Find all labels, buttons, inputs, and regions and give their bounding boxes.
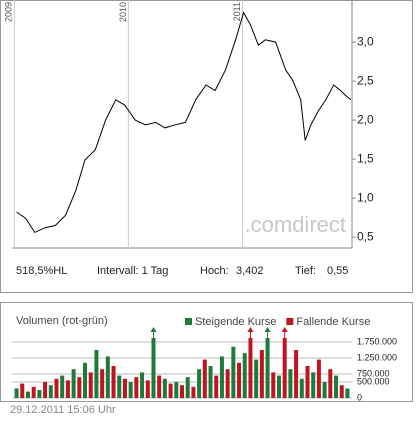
timestamp: 29.12.2011 15:06 Uhr [10, 404, 116, 416]
y-tick-label: 3,0 [357, 34, 374, 48]
volume-bar [88, 372, 93, 398]
y-tick-label: 500.000 [357, 376, 390, 386]
price-panel [0, 0, 413, 293]
volume-bar [225, 369, 230, 398]
watermark: .comdirect [245, 212, 346, 237]
volume-bar [231, 346, 236, 398]
y-tick-label: 1.250.000 [357, 352, 397, 362]
stat-low: 0,55 [327, 265, 348, 277]
stat-high-label: Hoch: [200, 265, 229, 277]
volume-bar [214, 375, 219, 398]
volume-bar [288, 369, 293, 398]
volume-bar [157, 375, 162, 398]
volume-bar [65, 380, 70, 398]
x-tick-label: 2009 [4, 2, 14, 22]
volume-bar [151, 338, 156, 398]
volume-bar [254, 359, 259, 398]
volume-bar [14, 388, 19, 398]
overflow-arrow-head [150, 327, 157, 332]
volume-panel [0, 302, 413, 402]
y-tick-label: 1,0 [357, 190, 374, 204]
y-tick-label: 0 [357, 392, 362, 402]
volume-bar [54, 378, 59, 398]
stat-low-label: Tief: [295, 265, 316, 277]
volume-bar [31, 386, 36, 398]
volume-bar [162, 378, 167, 398]
volume-bar [77, 377, 82, 398]
volume-bar [311, 372, 316, 398]
volume-bar [305, 366, 310, 398]
x-tick-label: 2010 [118, 2, 128, 22]
volume-bar [237, 362, 242, 398]
volume-bar [197, 369, 202, 398]
volume-bar [345, 388, 350, 398]
volume-bar [282, 338, 287, 398]
volume-bar [105, 356, 110, 398]
volume-bar [71, 369, 76, 398]
price-line [16, 11, 352, 234]
volume-bar [299, 378, 304, 398]
volume-bar [316, 359, 321, 398]
volume-bar [100, 369, 105, 398]
volume-bar [117, 375, 122, 398]
stat-interval: Intervall: 1 Tag [97, 265, 168, 277]
overflow-arrow-head [264, 327, 271, 332]
volume-bar [334, 375, 339, 398]
y-tick-label: 1,5 [357, 151, 374, 165]
overflow-arrow-head [247, 327, 254, 332]
volume-title: Volumen (rot-grün) [16, 315, 108, 327]
volume-bar [111, 366, 116, 398]
y-tick-label: 750.000 [357, 368, 390, 378]
volume-bar [134, 377, 139, 398]
legend-swatch [185, 318, 192, 325]
volume-bar [248, 338, 253, 398]
volume-bar [48, 385, 53, 398]
volume-bar [140, 372, 145, 398]
volume-bar [322, 382, 327, 398]
volume-bar [25, 391, 30, 398]
stat-high: 3,402 [236, 265, 264, 277]
volume-bar [339, 385, 344, 398]
y-tick-label: 0,5 [357, 229, 374, 243]
volume-bar [20, 383, 25, 398]
volume-bar [202, 359, 207, 398]
y-tick-label: 1.750.000 [357, 336, 397, 346]
volume-bar [191, 386, 196, 398]
volume-bar [122, 378, 127, 398]
legend-label: Fallende Kurse [296, 316, 370, 328]
volume-bar [180, 385, 184, 398]
overflow-arrow-head [281, 327, 288, 332]
volume-bar [83, 362, 88, 398]
volume-bar [219, 356, 224, 398]
volume-bar [94, 350, 99, 398]
legend-swatch [286, 318, 294, 325]
volume-bar [265, 338, 270, 398]
y-tick-label: 2,5 [357, 73, 374, 87]
volume-bar [128, 382, 133, 398]
volume-bar [60, 375, 65, 398]
volume-bar [145, 380, 150, 398]
volume-bar [168, 383, 173, 398]
volume-bar [174, 382, 179, 398]
volume-bar [294, 350, 299, 398]
stat-range: 518,5%HL [16, 265, 67, 277]
volume-bar [259, 350, 264, 398]
volume-bar [271, 372, 276, 398]
volume-bar [242, 353, 247, 398]
volume-bar [276, 375, 281, 398]
volume-bar [328, 369, 333, 398]
x-tick-label: 2011 [232, 2, 242, 21]
legend-label: Steigende Kurse [195, 316, 276, 328]
volume-bar [185, 377, 190, 398]
y-tick-label: 2,0 [357, 112, 374, 126]
volume-bar [37, 390, 42, 398]
volume-bar [43, 382, 48, 398]
volume-bar [208, 366, 213, 398]
